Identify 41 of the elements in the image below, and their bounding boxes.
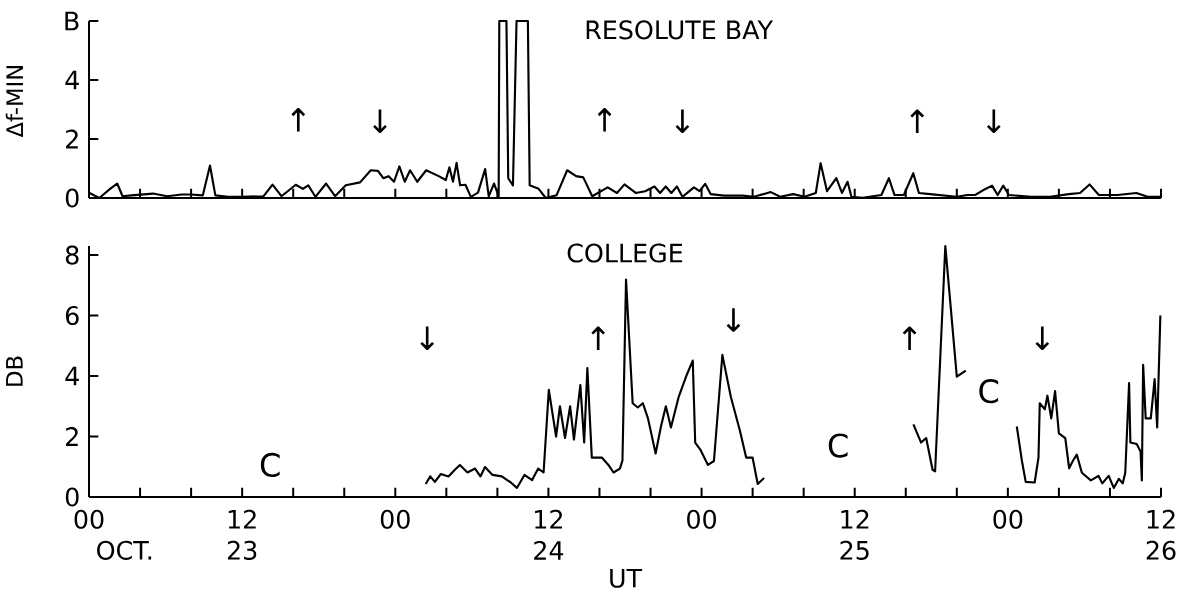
chart-title: RESOLUTE BAY [586,20,774,40]
text: OCT. [97,540,152,560]
x-tick-label: 12 [228,509,256,529]
x-tick-label: 00 [993,509,1023,529]
annotation: ↓ [373,109,387,134]
x-tick-label: 00 [74,509,104,529]
x-tick-label: 12 [1147,509,1175,529]
annotation: ↑ [291,108,306,132]
y-tick-label: 6 [65,305,79,326]
x-axis-title: UT [610,568,643,588]
annotation: ↓ [420,326,435,350]
text: 25 [840,540,869,560]
annotation: ↓ [675,109,690,134]
annotation: ↑ [597,108,612,132]
annotation: C [828,433,848,458]
y-tick-label: 4 [65,366,79,386]
y-tick-label: 2 [66,129,78,149]
annotation: C [260,452,280,478]
y-axis-title: Δf-MIN [5,66,23,138]
y-axis-title: DB [6,356,23,386]
annotation: ↑ [910,109,925,134]
text: 23 [227,540,257,560]
annotation: ↑ [902,326,917,350]
x-tick-label: 12 [535,509,562,529]
text: 26 [1146,540,1176,560]
x-tick-label: 12 [841,509,869,529]
text: 24 [534,540,564,560]
y-tick-label: 8 [65,245,79,265]
chart-title: COLLEGE [567,243,683,263]
y-tick-label: B [65,11,79,31]
annotation: ↓ [726,308,741,332]
annotation: ↓ [1035,326,1050,350]
y-tick-label: 0 [65,487,79,507]
annotation: ↑ [591,326,606,350]
annotation: C [979,379,999,404]
y-tick-label: 0 [65,188,79,208]
y-tick-label: 2 [66,427,78,446]
x-tick-label: 00 [380,509,410,529]
annotation: ↓ [986,109,1001,134]
y-tick-label: 4 [65,70,79,90]
x-tick-label: 00 [687,509,716,529]
